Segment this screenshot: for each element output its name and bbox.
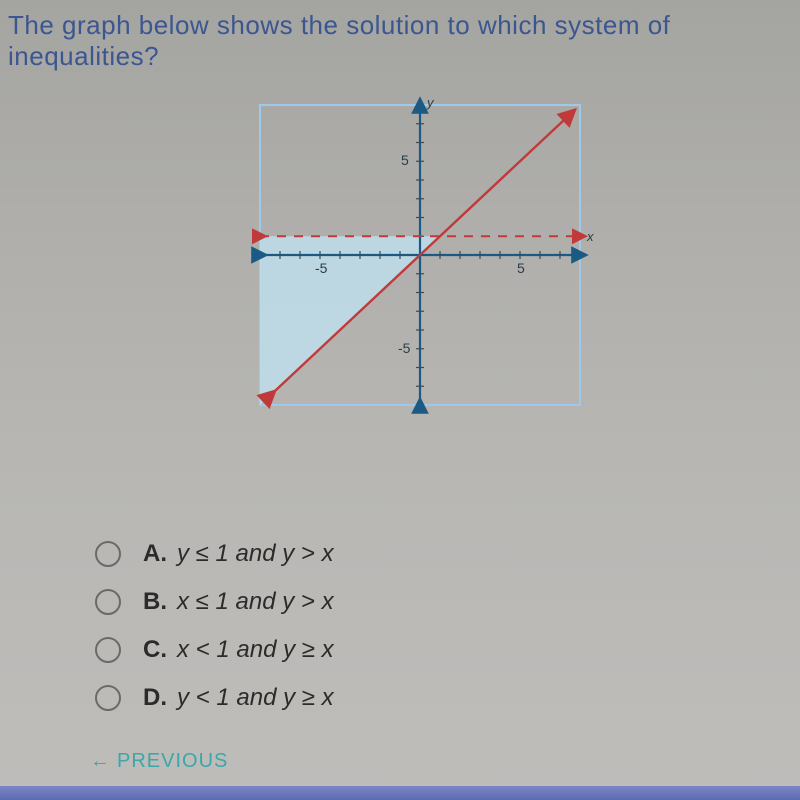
- previous-button[interactable]: ← PREVIOUS: [90, 750, 228, 773]
- y-axis-label: y: [426, 95, 435, 110]
- radio-icon[interactable]: [95, 589, 121, 615]
- y-neg5-label: -5: [398, 340, 411, 356]
- choice-b[interactable]: B. x ≤ 1 and y > x: [95, 588, 334, 616]
- choice-ineq: x ≤ 1 and y > x: [177, 588, 334, 615]
- question-text: The graph below shows the solution to wh…: [8, 10, 800, 72]
- choice-ineq: x < 1 and y ≥ x: [177, 636, 334, 663]
- choice-ineq: y ≤ 1 and y > x: [177, 540, 334, 567]
- taskbar: [0, 786, 800, 800]
- choice-letter: B.: [143, 588, 167, 615]
- choice-b-text: B. x ≤ 1 and y > x: [143, 588, 334, 616]
- choice-a[interactable]: A. y ≤ 1 and y > x: [95, 540, 334, 568]
- choice-a-text: A. y ≤ 1 and y > x: [143, 540, 334, 568]
- choice-letter: A.: [143, 540, 167, 567]
- choice-letter: C.: [143, 636, 167, 663]
- previous-label: PREVIOUS: [117, 750, 228, 773]
- radio-icon[interactable]: [95, 685, 121, 711]
- choice-d-text: D. y < 1 and y ≥ x: [143, 684, 334, 712]
- choice-d[interactable]: D. y < 1 and y ≥ x: [95, 684, 334, 712]
- choice-letter: D.: [143, 684, 167, 711]
- choice-c-text: C. x < 1 and y ≥ x: [143, 636, 334, 664]
- answer-choices: A. y ≤ 1 and y > x B. x ≤ 1 and y > x C. x …: [95, 540, 334, 712]
- page-root: The graph below shows the solution to wh…: [0, 0, 800, 800]
- graph-container: -5 5 5 -5 x y: [235, 95, 605, 425]
- choice-ineq: y < 1 and y ≥ x: [177, 684, 334, 711]
- x-pos5-label: 5: [517, 260, 525, 276]
- x-axis-label: x: [586, 229, 594, 244]
- arrow-left-icon: ←: [90, 750, 111, 773]
- y-pos5-label: 5: [401, 152, 409, 168]
- radio-icon[interactable]: [95, 541, 121, 567]
- radio-icon[interactable]: [95, 637, 121, 663]
- inequality-graph: -5 5 5 -5 x y: [235, 95, 605, 425]
- x-neg5-label: -5: [315, 260, 328, 276]
- choice-c[interactable]: C. x < 1 and y ≥ x: [95, 636, 334, 664]
